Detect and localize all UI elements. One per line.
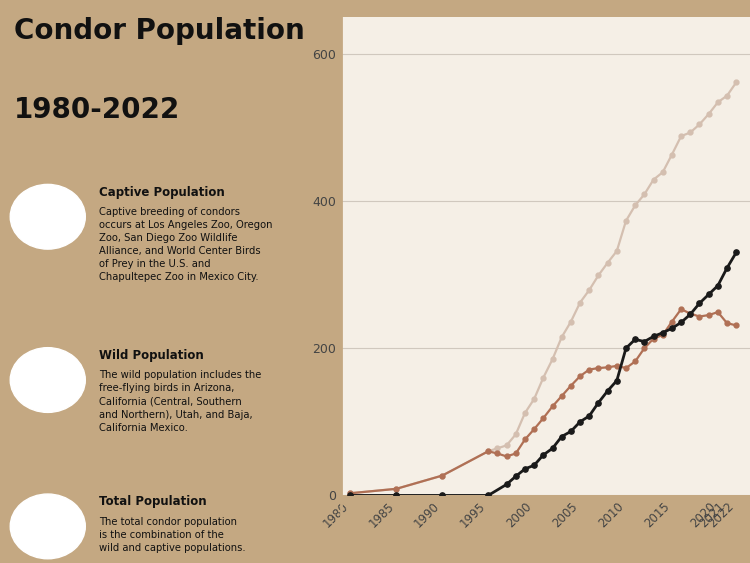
- Text: 1980-2022: 1980-2022: [13, 96, 180, 124]
- Ellipse shape: [10, 185, 86, 249]
- Text: Wild Population: Wild Population: [99, 349, 204, 362]
- Text: Captive breeding of condors
occurs at Los Angeles Zoo, Oregon
Zoo, San Diego Zoo: Captive breeding of condors occurs at Lo…: [99, 207, 272, 283]
- Ellipse shape: [10, 494, 86, 558]
- Ellipse shape: [10, 347, 86, 412]
- Text: The total condor population
is the combination of the
wild and captive populatio: The total condor population is the combi…: [99, 517, 245, 553]
- Text: Captive Population: Captive Population: [99, 186, 225, 199]
- Text: The wild population includes the
free-flying birds in Arizona,
California (Centr: The wild population includes the free-fl…: [99, 370, 261, 432]
- Text: Condor Population: Condor Population: [13, 17, 304, 45]
- Text: Total Population: Total Population: [99, 495, 206, 508]
